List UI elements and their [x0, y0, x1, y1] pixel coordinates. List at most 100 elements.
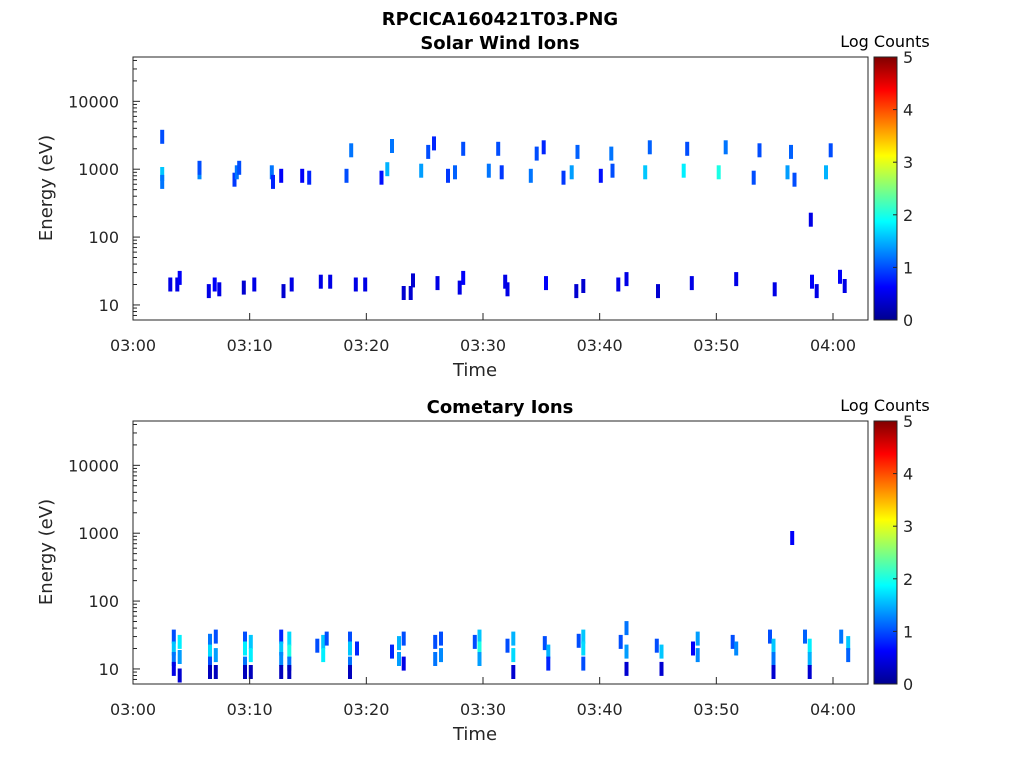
data-cell	[457, 280, 462, 295]
colorbar-tick-label: 2	[903, 206, 913, 225]
data-cell	[511, 665, 516, 679]
data-cell	[287, 631, 292, 646]
data-cell	[546, 644, 551, 659]
x-tick-label: 03:40	[577, 700, 623, 719]
colorbar-tick-label: 5	[903, 48, 913, 67]
data-cell	[279, 665, 284, 679]
y-tick-label: 10	[99, 660, 119, 679]
data-cell	[408, 286, 413, 300]
data-cell	[321, 648, 326, 663]
data-cell	[300, 168, 305, 183]
y-axis-label: Energy (eV)	[36, 499, 57, 605]
data-cell	[772, 282, 777, 297]
x-tick-label: 03:50	[693, 700, 739, 719]
data-cell	[486, 163, 491, 178]
data-cell	[624, 644, 629, 659]
panel-title: Cometary Ions	[427, 397, 574, 418]
data-cell	[213, 665, 218, 679]
data-cell	[814, 284, 819, 299]
x-tick-label: 03:00	[110, 336, 156, 355]
data-cell	[576, 633, 581, 648]
data-cell	[315, 638, 320, 653]
data-cell	[453, 165, 457, 180]
colorbar-tick-label: 5	[903, 412, 913, 431]
data-cell	[681, 163, 686, 178]
data-cell	[171, 641, 176, 656]
data-cell	[348, 641, 352, 656]
data-cell	[411, 273, 415, 288]
data-cell	[654, 638, 659, 653]
data-cell	[541, 140, 546, 155]
data-cell	[534, 146, 539, 161]
data-cell	[177, 634, 182, 649]
data-cell	[842, 279, 847, 293]
data-cell	[279, 652, 284, 666]
data-cell	[248, 665, 253, 679]
data-cell	[561, 170, 566, 185]
figure-title: RPCICA160421T03.PNG	[382, 9, 618, 30]
data-cell	[659, 644, 664, 659]
data-cell	[197, 160, 202, 175]
data-cell	[771, 638, 776, 653]
data-cell	[581, 641, 586, 656]
x-tick-label: 03:20	[343, 336, 389, 355]
data-cell	[771, 652, 776, 666]
data-cell	[581, 629, 586, 644]
y-tick-label: 10	[99, 296, 119, 315]
data-cell	[348, 656, 352, 671]
data-cell	[575, 144, 580, 159]
data-cell	[505, 282, 510, 297]
data-cell	[279, 629, 284, 644]
data-cell	[624, 621, 629, 636]
data-cell	[279, 168, 284, 183]
colorbar-label: Log Counts	[840, 396, 930, 415]
data-cell	[171, 652, 176, 666]
panel-title: Solar Wind Ions	[420, 33, 579, 54]
data-cell	[397, 636, 401, 651]
colorbar-tick-label: 0	[903, 675, 913, 694]
data-cell	[160, 129, 165, 144]
x-tick-label: 03:40	[577, 336, 623, 355]
data-cell	[695, 648, 700, 663]
plot-frame	[132, 420, 869, 685]
data-cell	[643, 165, 648, 180]
data-cell	[546, 656, 551, 671]
data-cell	[397, 652, 401, 666]
data-cell	[685, 141, 690, 156]
data-cell	[248, 648, 253, 663]
data-cell	[542, 636, 547, 651]
data-cell	[610, 163, 615, 178]
data-cell	[390, 139, 394, 153]
data-cell	[269, 165, 274, 180]
colorbar-tick-label: 1	[903, 258, 913, 277]
data-cell	[647, 140, 652, 155]
data-cell	[624, 661, 629, 676]
data-cell	[348, 665, 352, 679]
data-cell	[689, 276, 694, 291]
data-cell	[213, 648, 218, 663]
x-tick-label: 03:50	[693, 336, 739, 355]
data-cell	[348, 631, 352, 646]
data-cell	[243, 631, 247, 646]
data-cell	[419, 163, 424, 178]
data-cell	[656, 284, 660, 299]
colorbar	[873, 420, 898, 685]
y-axis-label: Energy (eV)	[36, 135, 57, 241]
data-cell	[426, 144, 431, 159]
data-cell	[803, 629, 807, 644]
data-cell	[271, 174, 275, 189]
y-tick-label: 1000	[78, 524, 119, 543]
data-cell	[318, 274, 323, 289]
data-cell	[828, 143, 833, 158]
data-cell	[477, 641, 482, 656]
data-cell	[824, 165, 828, 180]
data-cell	[401, 656, 406, 671]
colorbar-tick-label: 0	[903, 311, 913, 330]
data-cell	[390, 644, 394, 659]
data-cell	[581, 279, 586, 293]
data-cell	[716, 165, 721, 180]
data-cell	[461, 270, 466, 285]
data-cell	[472, 634, 477, 649]
